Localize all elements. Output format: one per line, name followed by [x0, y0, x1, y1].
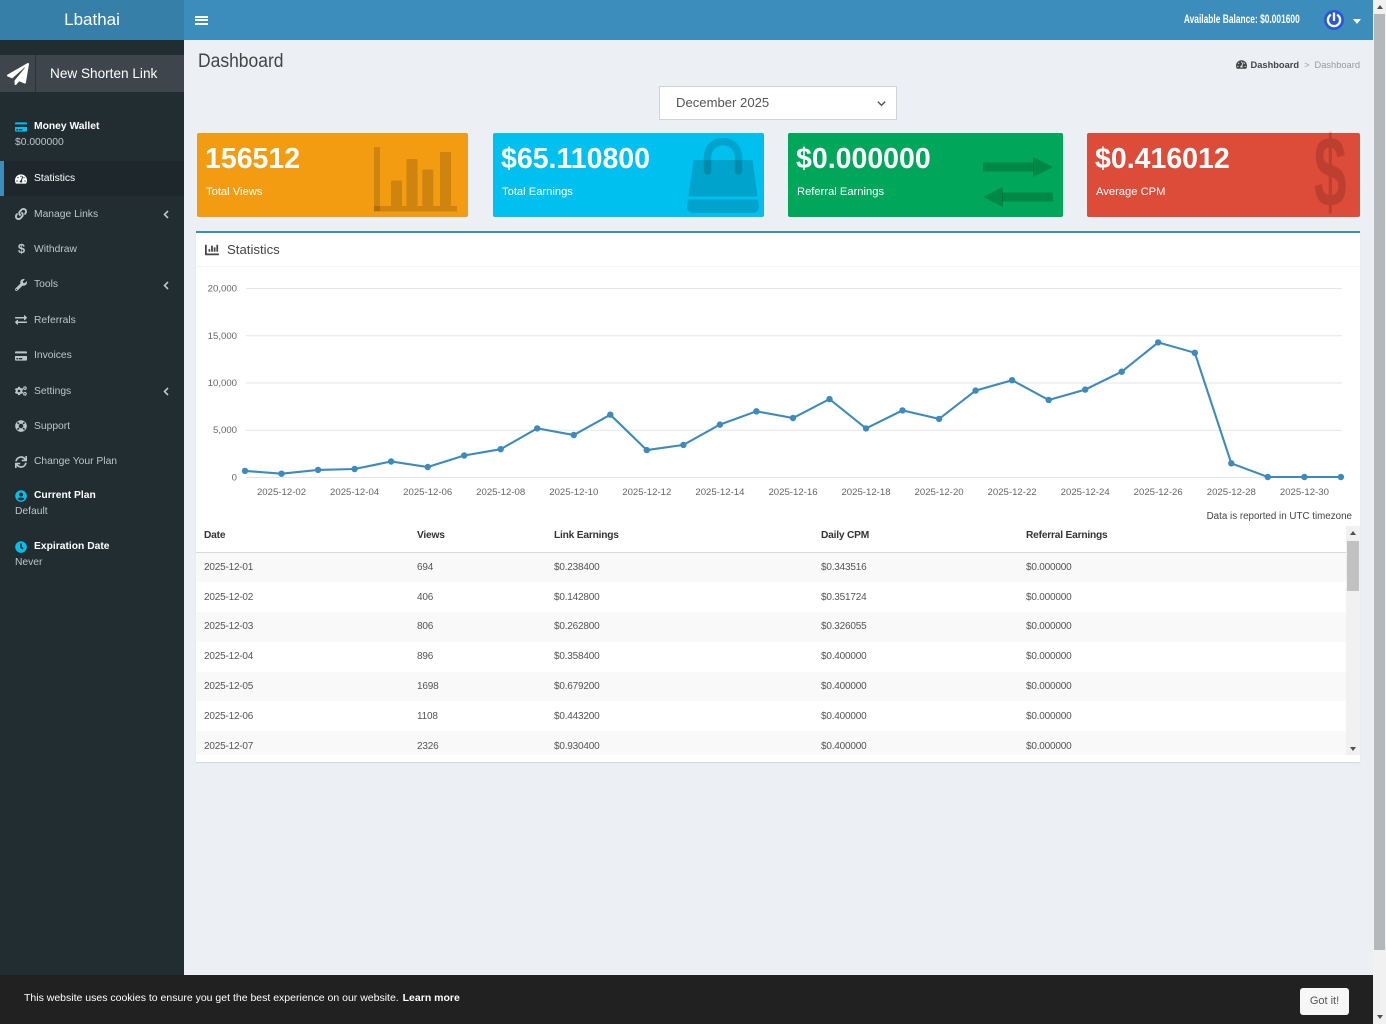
svg-text:2025-12-12: 2025-12-12 [622, 487, 671, 498]
svg-text:5,000: 5,000 [213, 425, 237, 436]
svg-text:0: 0 [232, 473, 237, 484]
svg-text:2025-12-28: 2025-12-28 [1207, 487, 1256, 498]
svg-text:2025-12-18: 2025-12-18 [841, 487, 890, 498]
svg-text:2025-12-20: 2025-12-20 [915, 487, 964, 498]
svg-text:2025-12-16: 2025-12-16 [768, 487, 817, 498]
svg-text:2025-12-10: 2025-12-10 [549, 487, 598, 498]
svg-text:2025-12-24: 2025-12-24 [1061, 487, 1111, 498]
svg-text:2025-12-22: 2025-12-22 [988, 487, 1037, 498]
svg-text:2025-12-08: 2025-12-08 [476, 487, 525, 498]
svg-text:10,000: 10,000 [208, 378, 237, 389]
svg-text:20,000: 20,000 [208, 284, 237, 295]
svg-text:2025-12-02: 2025-12-02 [257, 487, 306, 498]
svg-text:2025-12-14: 2025-12-14 [695, 487, 745, 498]
svg-text:Data is reported in UTC timezo: Data is reported in UTC timezone [1207, 511, 1353, 522]
svg-text:2025-12-30: 2025-12-30 [1280, 487, 1329, 498]
svg-text:15,000: 15,000 [208, 331, 237, 342]
svg-text:2025-12-26: 2025-12-26 [1134, 487, 1183, 498]
svg-text:2025-12-06: 2025-12-06 [403, 487, 452, 498]
svg-text:2025-12-04: 2025-12-04 [330, 487, 380, 498]
